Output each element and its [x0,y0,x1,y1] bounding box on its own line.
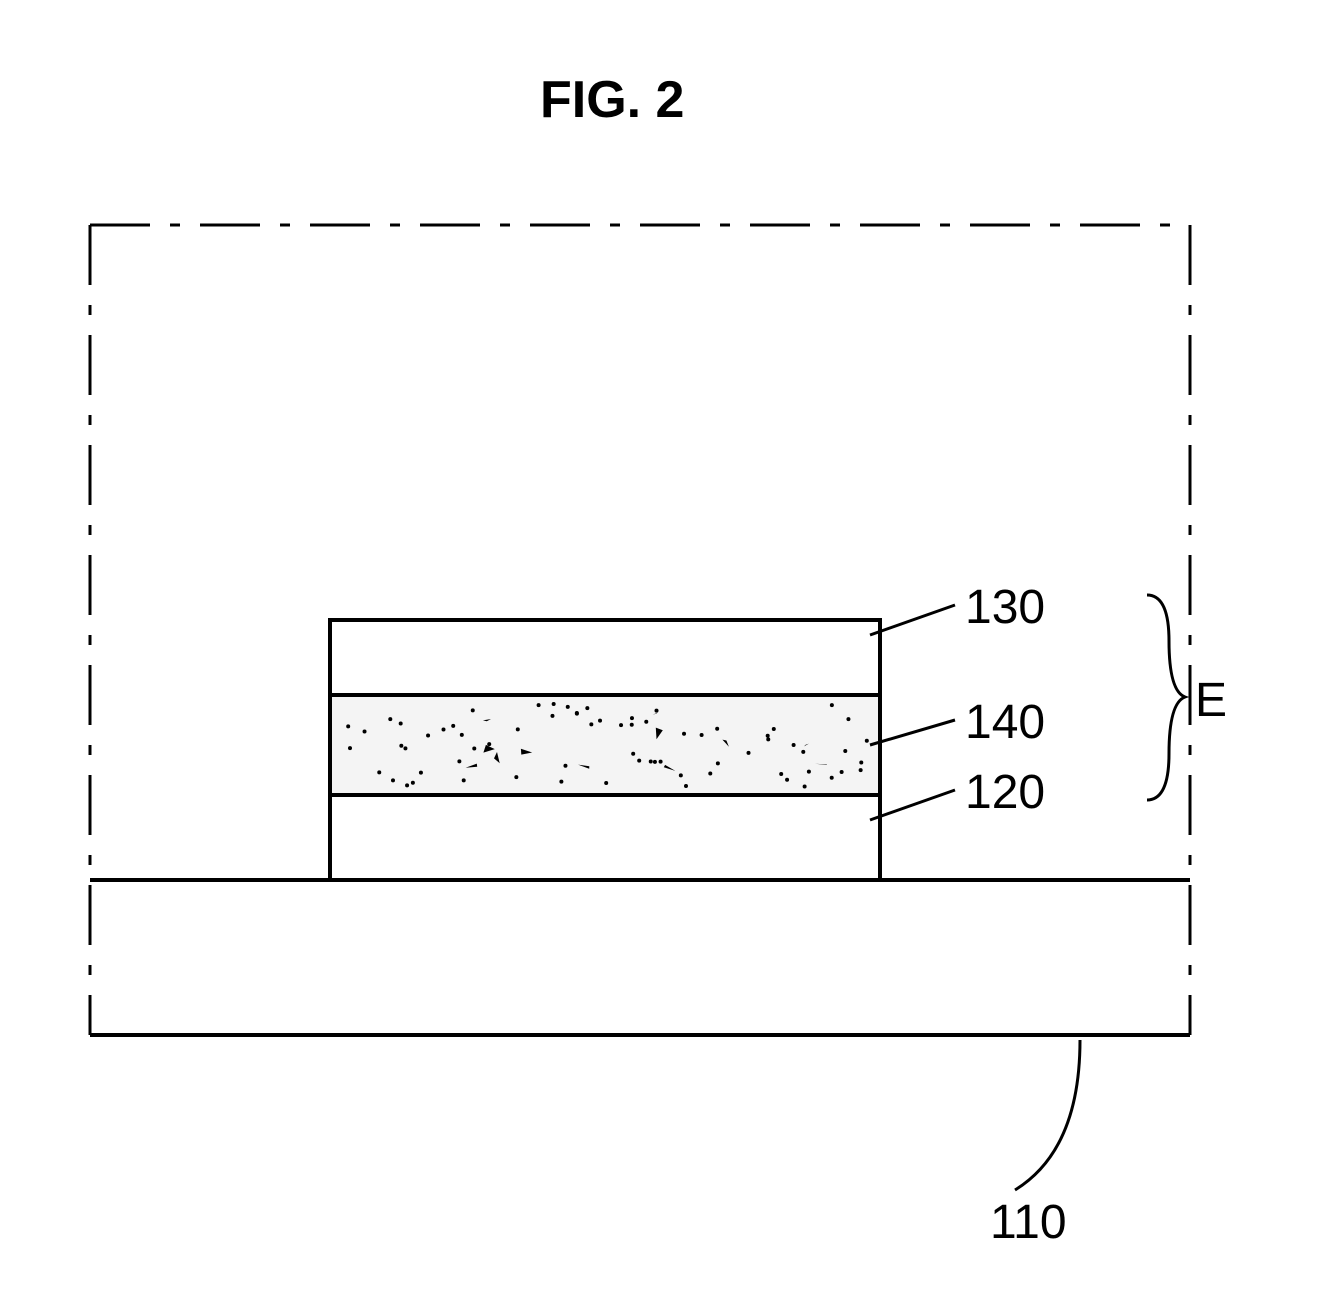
label-130: 130 [965,580,1045,635]
label-110: 110 [990,1195,1067,1250]
figure-stage: FIG. 2 130 140 120 E 110 [0,0,1322,1307]
label-E: E [1195,673,1227,728]
figure-svg [0,0,1322,1307]
label-140: 140 [965,695,1045,750]
label-120: 120 [965,765,1045,820]
